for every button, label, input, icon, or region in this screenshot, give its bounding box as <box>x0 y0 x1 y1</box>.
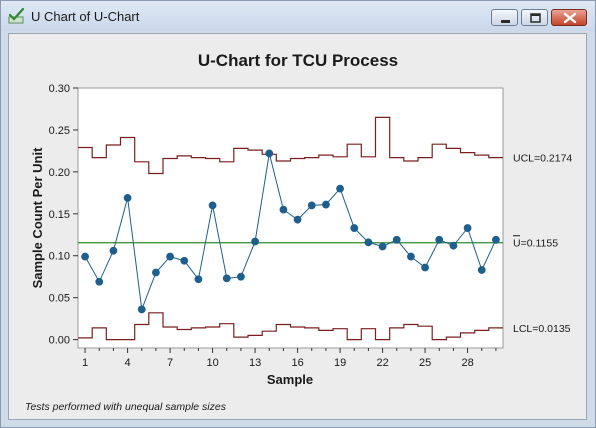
data-point <box>222 274 231 283</box>
data-point <box>81 252 89 261</box>
data-series <box>81 149 500 314</box>
y-tick-label: 0.30 <box>49 83 70 95</box>
data-point <box>378 242 387 251</box>
x-axis: 1 4 7 10 13 16 19 22 25 28 <box>82 348 497 369</box>
window-title: U Chart of U-Chart <box>31 9 140 24</box>
data-point <box>137 305 146 314</box>
y-tick-label: 0.20 <box>49 167 70 179</box>
graph-area: U-Chart for TCU Process 0.00 0.05 0.10 0.15… <box>8 33 587 420</box>
data-point <box>322 200 330 209</box>
data-point <box>194 275 203 284</box>
maximize-icon <box>530 13 541 23</box>
data-point <box>109 246 118 255</box>
minimize-button[interactable] <box>491 9 518 26</box>
y-axis-label: Sample Count Per Unit <box>30 147 45 289</box>
x-tick-label: 19 <box>334 357 346 369</box>
chart-title: U-Chart for TCU Process <box>198 51 398 70</box>
check-chart-icon <box>8 8 25 24</box>
x-tick-label: 4 <box>125 357 131 369</box>
data-point <box>307 201 316 210</box>
u-chart: U-Chart for TCU Process 0.00 0.05 0.10 0.15… <box>25 51 572 413</box>
y-tick-label: 0.05 <box>49 293 70 305</box>
center-label: U=0.1155 <box>513 238 558 250</box>
close-icon <box>563 12 577 24</box>
control-limits <box>78 116 503 341</box>
data-point <box>279 205 288 214</box>
series-line <box>84 153 497 310</box>
data-point <box>492 235 500 244</box>
data-point <box>166 252 174 261</box>
y-tick-label: 0.15 <box>49 209 70 221</box>
x-tick-label: 7 <box>167 357 173 369</box>
data-point <box>477 266 486 274</box>
x-tick-label: 10 <box>206 357 218 369</box>
x-tick-label: 25 <box>419 357 431 369</box>
data-point <box>364 238 373 247</box>
x-tick-label: 16 <box>291 357 303 369</box>
data-point <box>435 235 444 244</box>
data-point <box>237 272 245 281</box>
title-bar[interactable]: U Chart of U-Chart <box>1 1 595 31</box>
data-point <box>180 256 189 265</box>
y-tick-label: 0.10 <box>49 251 70 263</box>
ucl-line <box>78 116 503 175</box>
data-point <box>336 184 344 193</box>
lcl-label: LCL=0.0135 <box>513 323 571 335</box>
data-point <box>463 224 472 232</box>
x-tick-label: 1 <box>82 357 88 369</box>
ucl-label: UCL=0.2174 <box>513 153 572 165</box>
data-point <box>251 237 259 246</box>
data-point <box>152 268 160 277</box>
data-point <box>407 252 415 261</box>
y-tick-label: 0.00 <box>49 335 70 347</box>
data-point <box>421 263 429 272</box>
y-tick-label: 0.25 <box>49 125 70 137</box>
plot-area <box>77 87 504 349</box>
lcl-line <box>78 312 503 341</box>
x-tick-label: 13 <box>249 357 261 369</box>
data-point <box>449 241 458 250</box>
data-point <box>123 193 132 202</box>
footnote: Tests performed with unequal sample size… <box>25 401 227 413</box>
limit-labels: UCL=0.2174 U=0.1155 LCL=0.0135 <box>513 153 572 335</box>
data-point <box>293 215 302 224</box>
data-point <box>265 149 274 158</box>
x-tick-label: 22 <box>376 357 388 369</box>
data-point <box>208 201 217 210</box>
y-axis: 0.00 0.05 0.10 0.15 0.20 0.25 0.30 <box>49 83 78 347</box>
data-point <box>350 224 359 232</box>
data-point <box>95 277 104 286</box>
data-point <box>392 235 401 244</box>
close-button[interactable] <box>551 9 587 26</box>
maximize-button[interactable] <box>521 9 548 26</box>
x-tick-label: 28 <box>461 357 473 369</box>
x-axis-label: Sample <box>267 372 313 387</box>
minimize-icon <box>501 20 510 23</box>
